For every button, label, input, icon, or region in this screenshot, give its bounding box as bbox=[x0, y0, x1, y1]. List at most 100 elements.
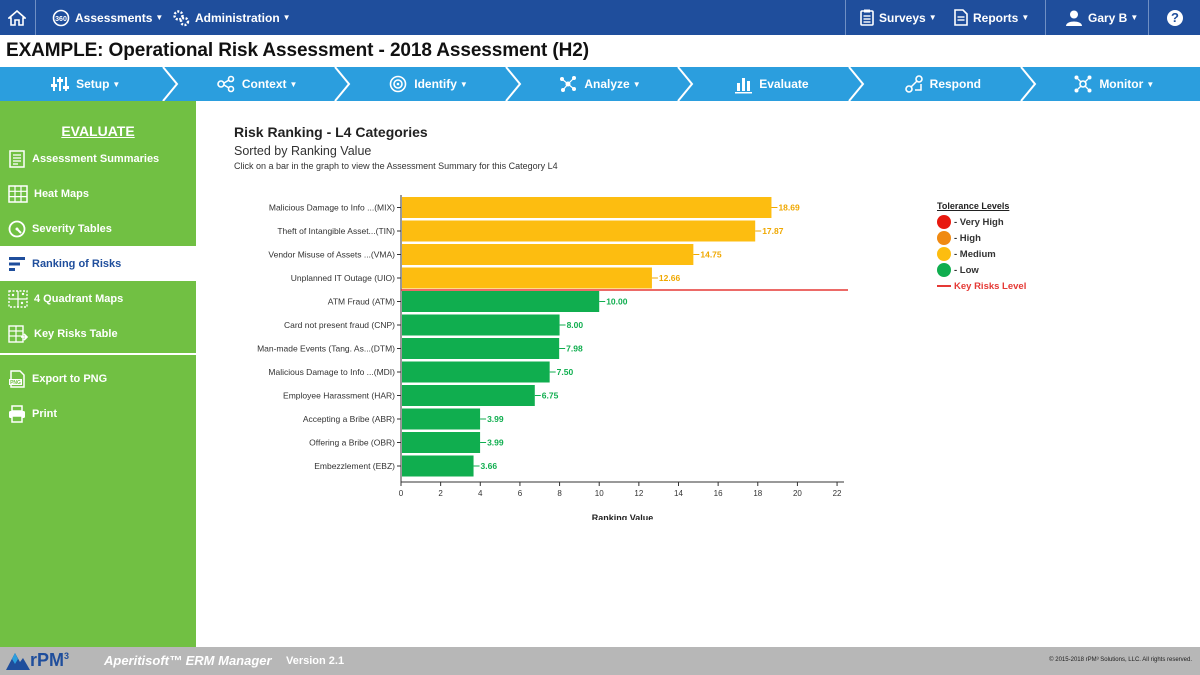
user-menu[interactable]: Gary B ▼ bbox=[1065, 0, 1138, 35]
legend-item-high: - High bbox=[937, 230, 1077, 246]
surveys-menu[interactable]: Surveys ▼ bbox=[860, 0, 937, 35]
home-button[interactable] bbox=[8, 0, 31, 35]
version-label: Version 2.1 bbox=[286, 655, 345, 667]
bar[interactable] bbox=[402, 338, 560, 359]
workflow-step-label: Context bbox=[241, 77, 287, 91]
tolerance-legend: Tolerance Levels - Very High - High - Me… bbox=[937, 201, 1077, 294]
grid-icon bbox=[8, 184, 28, 203]
category-label: ATM Fraud (ATM) bbox=[328, 297, 395, 307]
surveys-label: Surveys bbox=[879, 10, 926, 25]
category-label: Man-made Events (Tang. As...(DTM) bbox=[257, 344, 395, 354]
rpm-logo-icon bbox=[6, 653, 30, 670]
workflow-step-respond[interactable]: Respond bbox=[857, 67, 1028, 101]
data-label: 17.87 bbox=[762, 226, 784, 236]
x-tick-label: 10 bbox=[595, 489, 604, 498]
svg-text:360: 360 bbox=[55, 16, 67, 23]
bar-chart-icon bbox=[735, 77, 753, 93]
bar[interactable] bbox=[402, 455, 474, 477]
legend-item-key-risks-level: Key Risks Level bbox=[937, 278, 1077, 294]
workflow-step-identify[interactable]: Identify ▼ bbox=[343, 67, 514, 101]
bar[interactable] bbox=[402, 432, 481, 453]
sidebar-item-ranking-of-risks[interactable]: Ranking of Risks bbox=[0, 246, 196, 281]
sidebar-item-4-quadrant-maps[interactable]: 4 Quadrant Maps bbox=[0, 281, 196, 316]
workflow-separator bbox=[334, 67, 351, 101]
reports-menu[interactable]: Reports ▼ bbox=[954, 0, 1029, 35]
data-label: 3.99 bbox=[487, 414, 504, 424]
print-label: Print bbox=[32, 407, 58, 420]
x-tick-label: 16 bbox=[714, 489, 723, 498]
low-dot bbox=[937, 263, 951, 277]
sidebar-item-label: 4 Quadrant Maps bbox=[34, 292, 124, 305]
sliders-icon bbox=[51, 76, 70, 91]
data-label: 7.50 bbox=[557, 367, 574, 377]
sidebar-item-heat-maps[interactable]: Heat Maps bbox=[0, 176, 196, 211]
legend-label: - High bbox=[954, 232, 981, 244]
bar[interactable] bbox=[402, 220, 756, 242]
sidebar-divider bbox=[0, 353, 196, 355]
x-tick-label: 14 bbox=[674, 489, 683, 498]
data-label: 3.99 bbox=[487, 438, 504, 448]
gears-icon bbox=[173, 9, 190, 26]
bar[interactable] bbox=[402, 314, 560, 336]
sidebar-item-key-risks-table[interactable]: Key Risks Table bbox=[0, 316, 196, 351]
x-axis-label: Ranking Value bbox=[592, 513, 654, 520]
bar[interactable] bbox=[402, 267, 652, 289]
user-name: Gary B bbox=[1088, 10, 1128, 25]
category-label: Malicious Damage to Info ...(MIX) bbox=[269, 203, 395, 213]
product-name: Aperitisoft™ ERM Manager bbox=[104, 653, 272, 668]
workflow-step-label: Identify bbox=[414, 77, 457, 91]
page-title: EXAMPLE: Operational Risk Assessment - 2… bbox=[6, 40, 589, 61]
bar[interactable] bbox=[402, 197, 772, 218]
legend-item-low: - Low bbox=[937, 262, 1077, 278]
bar[interactable] bbox=[402, 385, 535, 406]
workflow-step-evaluate[interactable]: Evaluate bbox=[686, 67, 857, 101]
workflow-step-label: Setup bbox=[76, 77, 110, 91]
x-tick-label: 18 bbox=[753, 489, 762, 498]
x-tick-label: 22 bbox=[833, 489, 842, 498]
document-list-icon bbox=[9, 149, 25, 168]
workflow-separator bbox=[848, 67, 865, 101]
workflow-step-context[interactable]: Context ▼ bbox=[171, 67, 342, 101]
workflow-bar: Setup ▼ Context ▼ Identify ▼ Analyze ▼ Evaluate R… bbox=[0, 67, 1200, 101]
category-label: Employee Harassment (HAR) bbox=[283, 391, 395, 401]
medium-dot bbox=[937, 247, 951, 261]
workflow-step-label: Evaluate bbox=[759, 77, 809, 91]
clipboard-icon bbox=[860, 9, 874, 26]
bar[interactable] bbox=[402, 408, 481, 430]
legend-label: - Very High bbox=[954, 216, 1004, 228]
chevron-down-icon: ▼ bbox=[112, 79, 121, 89]
help-button[interactable]: ? bbox=[1166, 0, 1189, 35]
workflow-step-monitor[interactable]: Monitor ▼ bbox=[1029, 67, 1200, 101]
footer: rPM3 Aperitisoft™ ERM Manager Version 2.… bbox=[0, 647, 1200, 675]
sidebar-item-assessment-summaries[interactable]: Assessment Summaries bbox=[0, 141, 196, 176]
sidebar-item-severity-tables[interactable]: Severity Tables bbox=[0, 211, 196, 246]
assessments-label: Assessments bbox=[75, 10, 153, 25]
legend-label: - Medium bbox=[954, 248, 996, 260]
share-nodes-icon bbox=[217, 75, 235, 92]
bar[interactable] bbox=[402, 291, 600, 312]
administration-menu[interactable]: Administration ▼ bbox=[172, 0, 291, 35]
print-button[interactable]: Print bbox=[0, 396, 196, 431]
legend-item-medium: - Medium bbox=[937, 246, 1077, 262]
assessments-menu[interactable]: 360 Assessments ▼ bbox=[52, 0, 163, 35]
very-high-dot bbox=[937, 215, 951, 229]
workflow-step-analyze[interactable]: Analyze ▼ bbox=[514, 67, 685, 101]
x-tick-label: 8 bbox=[557, 489, 562, 498]
export-to-png-button[interactable]: PNG Export to PNG bbox=[0, 361, 196, 396]
png-file-icon: PNG bbox=[9, 369, 25, 388]
sidebar-item-label: Assessment Summaries bbox=[32, 152, 160, 165]
sidebar-item-label: Key Risks Table bbox=[34, 327, 118, 340]
workflow-step-label: Monitor bbox=[1099, 77, 1144, 91]
help-icon bbox=[1167, 9, 1183, 26]
workflow-step-setup[interactable]: Setup ▼ bbox=[0, 67, 171, 101]
svg-text:PNG: PNG bbox=[10, 380, 21, 386]
bar[interactable] bbox=[402, 361, 550, 383]
workflow-separator bbox=[676, 67, 693, 101]
assessments-icon: 360 bbox=[52, 9, 70, 26]
chart-subtitle: Sorted by Ranking Value bbox=[234, 144, 372, 158]
table-arrow-icon bbox=[8, 324, 28, 343]
sidebar-item-label: Severity Tables bbox=[32, 222, 112, 235]
bar[interactable] bbox=[402, 244, 694, 265]
x-tick-label: 12 bbox=[634, 489, 643, 498]
sidebar-heading: EVALUATE bbox=[61, 123, 135, 139]
